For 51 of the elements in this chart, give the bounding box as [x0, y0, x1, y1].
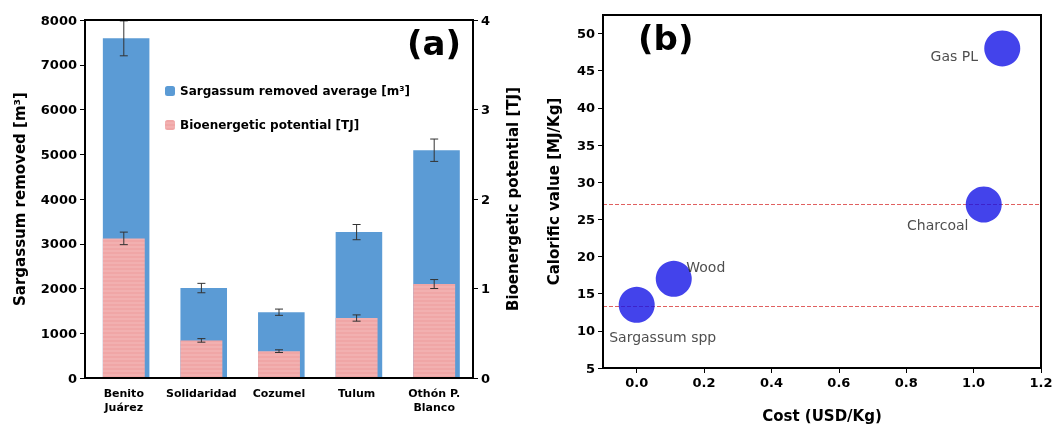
- y-tick-label: 6000: [40, 102, 77, 117]
- y-tick-label: 50: [576, 26, 595, 42]
- y-tick-label: 4000: [40, 191, 77, 207]
- annotation: Gas PL: [930, 48, 979, 65]
- annotation: (b): [638, 18, 694, 58]
- y2-tick-label: 1: [481, 281, 491, 296]
- annotation: Wood: [686, 258, 726, 275]
- x-tick-label: 0.0: [625, 375, 649, 390]
- annotation: Sargassum spp: [609, 328, 717, 345]
- x-tick-label: Benito Juárez: [103, 386, 145, 414]
- point: [965, 186, 1002, 223]
- y-tick-label: 2000: [40, 281, 77, 296]
- y-tick-label: 35: [576, 137, 595, 153]
- x-tick-label: Tulum: [338, 386, 376, 400]
- y-tick-label: 20: [576, 249, 595, 265]
- y2-tick-label: 0: [481, 370, 491, 386]
- point: [984, 30, 1021, 67]
- y-tick-label: 25: [576, 211, 595, 227]
- y-tick-label: 10: [576, 323, 595, 339]
- y2-tick-label: 4: [481, 12, 491, 28]
- y-tick-label: 8000: [40, 12, 77, 28]
- y-tick-label: 1000: [40, 325, 77, 341]
- x-tick-label: 0.2: [692, 375, 716, 390]
- y2-tick-label: 2: [481, 191, 491, 207]
- legend-label: Sargassum removed average [m³]: [180, 84, 411, 98]
- y-axis-title: Sargassum removed [m³]: [10, 92, 29, 306]
- y-tick-label: 3000: [40, 236, 77, 252]
- y-tick-label: 7000: [40, 57, 77, 73]
- x-tick-label: 1.2: [1029, 375, 1053, 390]
- y-tick-label: 15: [576, 286, 595, 302]
- y-tick-label: 5000: [40, 146, 77, 162]
- annotation: Charcoal: [907, 216, 969, 233]
- y-axis-title: Calorific value [MJ/Kg]: [544, 97, 563, 286]
- annotation: (a): [406, 23, 462, 63]
- y-tick-label: 40: [576, 100, 595, 116]
- y-tick-label: 5: [585, 360, 595, 376]
- y-tick-label: 30: [576, 174, 595, 190]
- y-tick-label: 0: [67, 370, 77, 386]
- x-tick-label: 0.4: [759, 375, 783, 390]
- x-tick-label: Cozumel: [252, 386, 306, 400]
- point: [618, 286, 655, 323]
- x-tick-label: Othón P. Blanco: [408, 386, 461, 414]
- x-tick-label: 0.8: [894, 375, 918, 390]
- x-tick-label: Solidaridad: [166, 386, 237, 400]
- legend-label: Bioenergetic potential [TJ]: [180, 118, 360, 132]
- x-tick-label: 0.6: [827, 375, 851, 390]
- y2-tick-label: 3: [481, 102, 491, 117]
- x-axis-title: Cost (USD/Kg): [762, 406, 882, 425]
- x-tick-label: 1.0: [962, 375, 986, 390]
- y-tick-label: 45: [576, 63, 595, 79]
- y2-axis-title: Bioenergetic potential [TJ]: [503, 86, 522, 312]
